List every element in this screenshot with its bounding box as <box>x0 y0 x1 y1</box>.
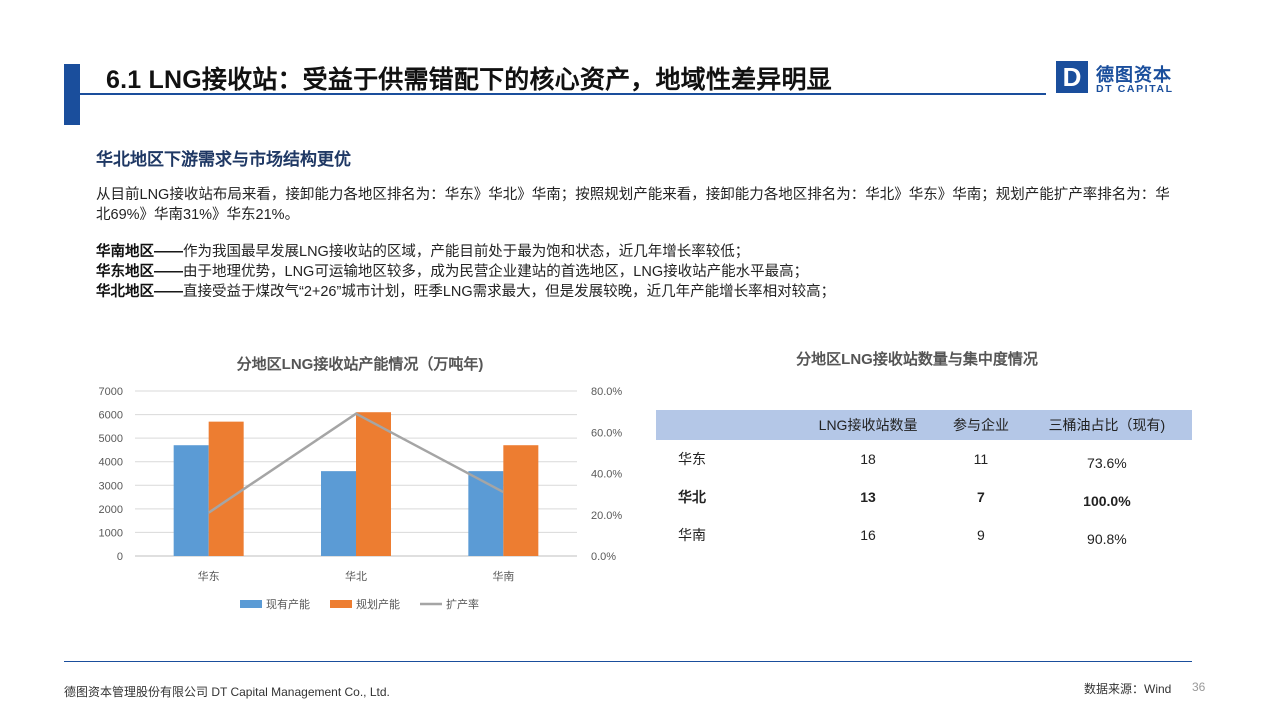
title-divider <box>80 93 1046 95</box>
region-cell: 华南 <box>678 527 706 543</box>
companies-cell: 9 <box>977 527 985 543</box>
stations-cell: 18 <box>860 451 876 467</box>
region-note-text: 直接受益于煤改气“2+26”城市计划，旺季LNG需求最大，但是发展较晚，近几年产… <box>183 284 836 300</box>
logo-mark-icon: D <box>1056 61 1088 93</box>
chart-title: 分地区LNG接收站产能情况（万吨年) <box>236 356 484 373</box>
station-stats-table: LNG接收站数量 参与企业 三桶油占比（现有) 华东 18 11 73.6% 华… <box>656 410 1192 554</box>
footer-company: 德图资本管理股份有限公司 DT Capital Management Co., … <box>64 685 390 699</box>
companies-cell: 11 <box>973 451 989 467</box>
footer-source: 数据来源：Wind <box>1084 682 1172 696</box>
logo-chinese-text: 德图资本 <box>1096 65 1172 85</box>
y-left-tick-label: 6000 <box>99 410 123 422</box>
legend-label: 现有产能 <box>266 597 310 611</box>
table-row: 华南 16 9 90.8% <box>656 516 1192 554</box>
y-right-tick-label: 40.0% <box>591 469 622 481</box>
bar-current <box>468 471 504 556</box>
section-subtitle: 华北地区下游需求与市场结构更优 <box>96 150 351 169</box>
bar-planned <box>356 412 391 556</box>
region-note-lead: 华北地区—— <box>96 284 183 300</box>
y-right-tick-label: 0.0% <box>591 551 616 563</box>
logo-english-text: DT CAPITAL <box>1096 83 1174 95</box>
table-title: 分地区LNG接收站数量与集中度情况 <box>796 351 1038 368</box>
y-left-tick-label: 1000 <box>99 527 123 539</box>
y-right-tick-label: 60.0% <box>591 427 622 439</box>
region-note-text: 作为我国最早发展LNG接收站的区域，产能目前处于最为饱和状态，近几年增长率较低； <box>183 244 750 260</box>
table-header-cell: 三桶油占比（现有) <box>1021 410 1192 440</box>
dt-capital-logo: D 德图资本 DT CAPITAL <box>1056 61 1186 97</box>
legend-swatch <box>240 600 262 608</box>
legend-swatch <box>330 600 352 608</box>
table-header-cell: LNG接收站数量 <box>796 410 941 440</box>
y-left-tick-label: 0 <box>117 551 123 563</box>
stations-cell: 16 <box>860 527 876 543</box>
companies-cell: 7 <box>977 489 985 505</box>
stations-cell: 13 <box>860 489 876 505</box>
page-title: 6.1 LNG接收站：受益于供需错配下的核心资产，地域性差异明显 <box>106 66 832 94</box>
y-left-tick-label: 5000 <box>99 433 123 445</box>
table-header-row: LNG接收站数量 参与企业 三桶油占比（现有) <box>656 410 1192 440</box>
table-header-cell <box>656 410 796 440</box>
summary-paragraph: 从目前LNG接收站布局来看，接卸能力各地区排名为：华东》华北》华南；按照规划产能… <box>96 187 1170 223</box>
region-note-east: 华东地区——由于地理优势，LNG可运输地区较多，成为民营企业建站的首选地区，LN… <box>96 262 835 282</box>
table-row: 华北 13 7 100.0% <box>656 478 1192 516</box>
capacity-chart-svg: 0 1000 2000 3000 4000 5000 6000 7000 0.0% 20.0% 40… <box>99 386 623 611</box>
y-right-tick-label: 20.0% <box>591 510 622 522</box>
capacity-chart: 分地区LNG接收站产能情况（万吨年) 0 1000 2000 3000 4000 5000… <box>80 340 640 620</box>
region-cell: 华北 <box>678 489 706 505</box>
x-category-label: 华南 <box>492 569 514 583</box>
y-left-tick-label: 2000 <box>99 504 123 516</box>
share-cell: 73.6% <box>1087 455 1127 471</box>
legend-label: 扩产率 <box>446 597 479 611</box>
table-header-cell: 参与企业 <box>940 410 1022 440</box>
y-left-tick-label: 3000 <box>99 480 123 492</box>
x-category-label: 华东 <box>198 569 220 583</box>
y-left-tick-label: 4000 <box>99 457 123 469</box>
bar-planned <box>208 421 244 556</box>
region-notes: 华南地区——作为我国最早发展LNG接收站的区域，产能目前处于最为饱和状态，近几年… <box>96 242 835 302</box>
page-number: 36 <box>1192 680 1206 694</box>
share-cell: 100.0% <box>1083 493 1131 509</box>
region-note-lead: 华南地区—— <box>96 244 183 260</box>
share-cell: 90.8% <box>1087 531 1127 547</box>
region-note-text: 由于地理优势，LNG可运输地区较多，成为民营企业建站的首选地区，LNG接收站产能… <box>183 264 809 280</box>
table-row: 华东 18 11 73.6% <box>656 440 1192 478</box>
y-left-tick-label: 7000 <box>99 386 123 398</box>
bar-current <box>321 471 356 556</box>
bar-planned <box>503 445 539 556</box>
region-note-south: 华南地区——作为我国最早发展LNG接收站的区域，产能目前处于最为饱和状态，近几年… <box>96 242 835 262</box>
region-note-north: 华北地区——直接受益于煤改气“2+26”城市计划，旺季LNG需求最大，但是发展较… <box>96 282 835 302</box>
title-accent-bar <box>64 64 80 125</box>
legend-label: 规划产能 <box>356 597 400 611</box>
region-note-lead: 华东地区—— <box>96 264 183 280</box>
x-category-label: 华北 <box>345 569 367 583</box>
series-line-expansion-rate <box>207 412 504 514</box>
y-right-tick-label: 80.0% <box>591 386 622 398</box>
region-cell: 华东 <box>678 451 706 467</box>
footer-divider <box>64 661 1192 662</box>
bar-current <box>173 445 209 556</box>
